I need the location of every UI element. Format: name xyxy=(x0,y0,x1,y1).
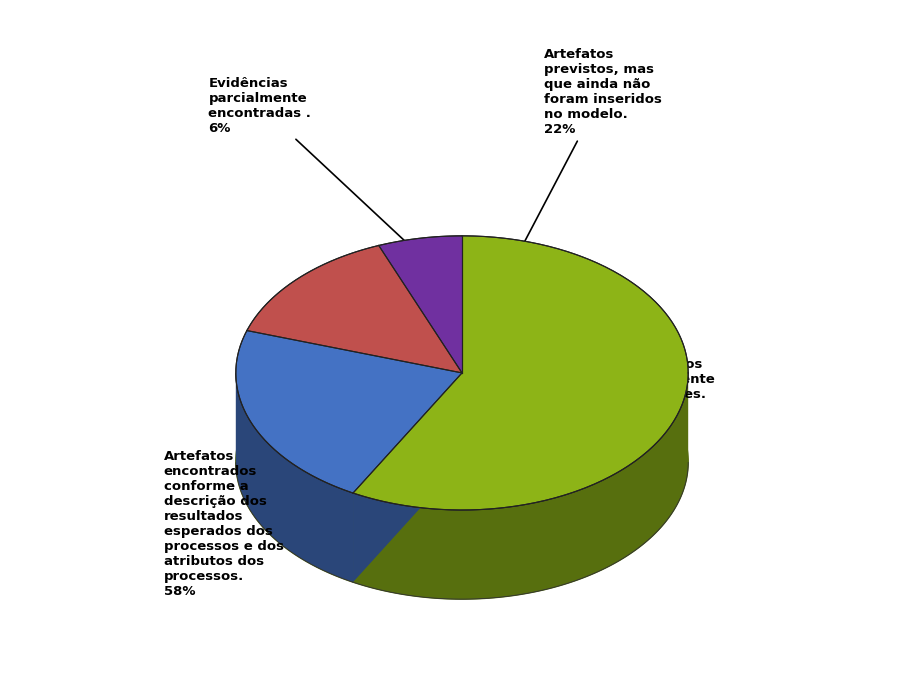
Polygon shape xyxy=(353,236,688,510)
Polygon shape xyxy=(353,373,462,582)
Text: Evidências
parcialmente
encontradas .
6%: Evidências parcialmente encontradas . 6% xyxy=(209,77,412,247)
Polygon shape xyxy=(236,325,688,599)
Polygon shape xyxy=(379,236,462,373)
Polygon shape xyxy=(247,245,462,373)
Polygon shape xyxy=(353,373,462,582)
Text: Artefatos
encontrados
conforme a
descrição dos
resultados
esperados dos
processo: Artefatos encontrados conforme a descriç… xyxy=(164,396,303,598)
Polygon shape xyxy=(236,374,353,582)
Text: Artefatos
previstos, mas
que ainda não
foram inseridos
no modelo.
22%: Artefatos previstos, mas que ainda não f… xyxy=(518,48,663,254)
Polygon shape xyxy=(353,373,688,599)
Text: Artefatos
totalmente
ausentes.
14%: Artefatos totalmente ausentes. 14% xyxy=(615,358,716,415)
Polygon shape xyxy=(236,330,462,493)
